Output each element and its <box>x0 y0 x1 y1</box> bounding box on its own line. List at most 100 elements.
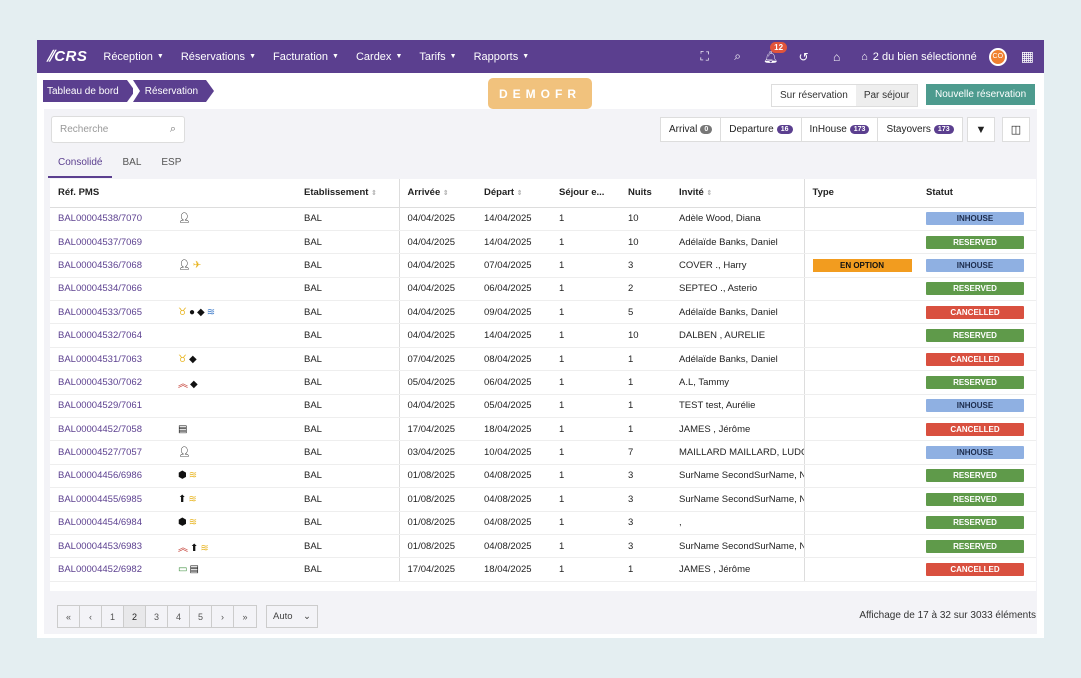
status-cell: RESERVED <box>918 370 1036 395</box>
counter-departure[interactable]: Departure 16 <box>721 118 802 141</box>
col-arrival[interactable]: Arrivée ⇕ <box>398 179 476 208</box>
departure-cell: 04/08/2025 <box>476 534 551 559</box>
toggle-sur-reservation[interactable]: Sur réservation <box>780 90 848 101</box>
table-row[interactable]: BAL00004537/7069 BAL 04/04/2025 14/04/2025 1… <box>50 230 1036 255</box>
counter-arrival[interactable]: Arrival 0 <box>661 118 722 141</box>
nav-réservations[interactable]: Réservations ▼ <box>181 51 256 63</box>
reservation-ref-link[interactable]: BAL00004529/7061 <box>50 394 170 419</box>
breadcrumb-home[interactable]: Tableau de bord <box>43 80 135 102</box>
page-5-button[interactable]: 5 <box>190 606 212 627</box>
columns-button[interactable]: ◫ <box>1002 117 1030 142</box>
nav-label: Cardex <box>355 50 392 63</box>
reservation-ref-link[interactable]: BAL00004532/7064 <box>50 323 170 348</box>
reservation-ref-link[interactable]: BAL00004452/7058 <box>50 417 170 442</box>
reservation-ref-link[interactable]: BAL00004455/6985 <box>50 487 170 512</box>
tab-bal[interactable]: BAL <box>122 157 142 168</box>
table-row[interactable]: BAL00004456/6986 ⬢ ≋ BAL 01/08/2025 04/08/202… <box>50 464 1036 489</box>
col-nights[interactable]: Nuits <box>620 179 671 208</box>
search-input[interactable]: Recherche ⌕ <box>51 116 185 143</box>
col-guest[interactable]: Invité ⇕ <box>671 179 805 208</box>
counter-inhouse[interactable]: InHouse 173 <box>802 118 879 141</box>
page-4-button[interactable]: 4 <box>168 606 190 627</box>
layers-icon: ≋ <box>188 517 198 529</box>
search-icon[interactable]: ⌕ <box>734 49 741 63</box>
reservation-ref-link[interactable]: BAL00004452/6982 <box>50 557 170 582</box>
filter-button[interactable]: ▼ <box>967 117 995 142</box>
next-page-button[interactable]: › <box>212 606 234 627</box>
reservation-ref-link[interactable]: BAL00004454/6984 <box>50 511 170 535</box>
table-row[interactable]: BAL00004529/7061 BAL 04/04/2025 05/04/2025 1… <box>50 394 1036 419</box>
col-sejour[interactable]: Séjour e... <box>551 179 620 208</box>
prev-page-button[interactable]: ‹ <box>80 606 102 627</box>
type-cell <box>804 487 918 512</box>
reservation-ref-link[interactable]: BAL00004527/7057 <box>50 440 170 465</box>
breadcrumb-current[interactable]: Réservation <box>132 80 215 102</box>
type-cell <box>804 464 918 489</box>
etablissement-cell: BAL <box>296 230 399 255</box>
arrow-up-circle-icon: ⬆ <box>190 542 199 554</box>
inbox-icon[interactable]: ⌂ <box>833 49 841 64</box>
table-row[interactable]: BAL00004452/7058 ▤ BAL 17/04/2025 18/04/2025… <box>50 417 1036 442</box>
reservation-ref-link[interactable]: BAL00004453/6983 <box>50 534 170 559</box>
reservation-ref-link[interactable]: BAL00004530/7062 <box>50 370 170 395</box>
shield-icon: ⬢ <box>178 517 187 529</box>
search-icon[interactable]: ⌕ <box>169 123 176 135</box>
reservation-ref-link[interactable]: BAL00004531/7063 <box>50 347 170 372</box>
counter-badge: 173 <box>933 125 954 134</box>
nav-label: Réception <box>103 50 153 63</box>
table-row[interactable]: BAL00004453/6983 ︽ ⬆ ≋ BAL 01/08/2025 04/08/20… <box>50 534 1036 559</box>
table-row[interactable]: BAL00004538/7070 👤︎ BAL 04/04/2025 14/04/202… <box>50 207 1036 231</box>
sejour-cell: 1 <box>551 464 620 489</box>
page-size-select[interactable]: Auto ⌄ <box>266 605 318 628</box>
table-row[interactable]: BAL00004536/7068 👤︎ ✈ BAL 04/04/2025 07/04/20… <box>50 253 1036 278</box>
table-row[interactable]: BAL00004452/6982 ▭ ▤ BAL 17/04/2025 18/04/202… <box>50 557 1036 582</box>
table-row[interactable]: BAL00004527/7057 👤︎ BAL 03/04/2025 10/04/202… <box>50 440 1036 465</box>
nav-cardex[interactable]: Cardex ▼ <box>356 51 402 63</box>
toggle-par-sejour[interactable]: Par séjour <box>855 85 918 106</box>
reservation-ref-link[interactable]: BAL00004537/7069 <box>50 230 170 255</box>
counter-badge: 173 <box>849 125 870 134</box>
counter-stayovers[interactable]: Stayovers 173 <box>878 118 961 141</box>
col-type[interactable]: Type <box>804 179 918 208</box>
col-status[interactable]: Statut <box>918 179 1036 208</box>
page-2-button[interactable]: 2 <box>124 606 146 627</box>
reservation-ref-link[interactable]: BAL00004456/6986 <box>50 464 170 489</box>
arrow-up-circle-icon: ⬆ <box>178 493 187 505</box>
col-etab[interactable]: Etablissement ⇕ <box>296 179 399 208</box>
nights-cell: 3 <box>620 464 671 489</box>
page-3-button[interactable]: 3 <box>146 606 168 627</box>
apps-grid-icon[interactable]: ▦ <box>1020 48 1034 64</box>
nav-réception[interactable]: Réception ▼ <box>103 51 163 63</box>
nav-rapports[interactable]: Rapports ▼ <box>474 51 530 63</box>
col-ref[interactable]: Réf. PMS <box>50 179 170 208</box>
table-row[interactable]: BAL00004534/7066 BAL 04/04/2025 06/04/2025 1… <box>50 277 1036 302</box>
first-page-button[interactable]: « <box>58 606 80 627</box>
nav-facturation[interactable]: Facturation ▼ <box>273 51 339 63</box>
last-page-button[interactable]: » <box>242 611 248 622</box>
reservation-ref-link[interactable]: BAL00004538/7070 <box>50 207 170 231</box>
table-row[interactable]: BAL00004531/7063 ♉︎ ◆ BAL 07/04/2025 08/04/20… <box>50 347 1036 372</box>
table-row[interactable]: BAL00004532/7064 BAL 04/04/2025 14/04/2025 1… <box>50 323 1036 348</box>
table-row[interactable]: BAL00004533/7065 ♉︎ ● ◆ ≋ BAL 04/04/2025 09/04/… <box>50 300 1036 325</box>
table-row[interactable]: BAL00004455/6985 ⬆ ≋ BAL 01/08/2025 04/08/202… <box>50 487 1036 512</box>
table-row[interactable]: BAL00004454/6984 ⬢ ≋ BAL 01/08/2025 04/08/202… <box>50 511 1036 535</box>
page-1-button[interactable]: 1 <box>102 606 124 627</box>
nav-tarifs[interactable]: Tarifs ▼ <box>419 51 456 63</box>
arrival-cell: 04/04/2025 <box>398 253 476 278</box>
new-reservation-button[interactable]: Nouvelle réservation <box>926 84 1036 105</box>
property-selector[interactable]: ⌂ 2 du bien sélectionné <box>861 50 977 63</box>
tab-esp[interactable]: ESP <box>161 157 182 168</box>
avatar[interactable]: CO <box>988 47 1007 66</box>
reservation-ref-link[interactable]: BAL00004534/7066 <box>50 277 170 302</box>
sejour-cell: 1 <box>551 207 620 231</box>
tab-consolidé[interactable]: Consolidé <box>48 152 113 178</box>
fullscreen-icon[interactable]: ⛶ <box>700 49 709 63</box>
reservation-ref-link[interactable]: BAL00004536/7068 <box>50 253 170 278</box>
reservation-ref-link[interactable]: BAL00004533/7065 <box>50 300 170 325</box>
history-icon[interactable]: ↺ <box>798 49 809 64</box>
bell-icon[interactable]: 🔔︎ 12 <box>754 41 788 64</box>
reservation-icons: ︽ ⬆ ≋ <box>170 534 296 559</box>
col-departure[interactable]: Départ ⇕ <box>476 179 551 208</box>
table-row[interactable]: BAL00004530/7062 ︽ ◆ BAL 05/04/2025 06/04/202… <box>50 370 1036 395</box>
crs-logo[interactable]: ⫽CRS <box>47 48 88 65</box>
